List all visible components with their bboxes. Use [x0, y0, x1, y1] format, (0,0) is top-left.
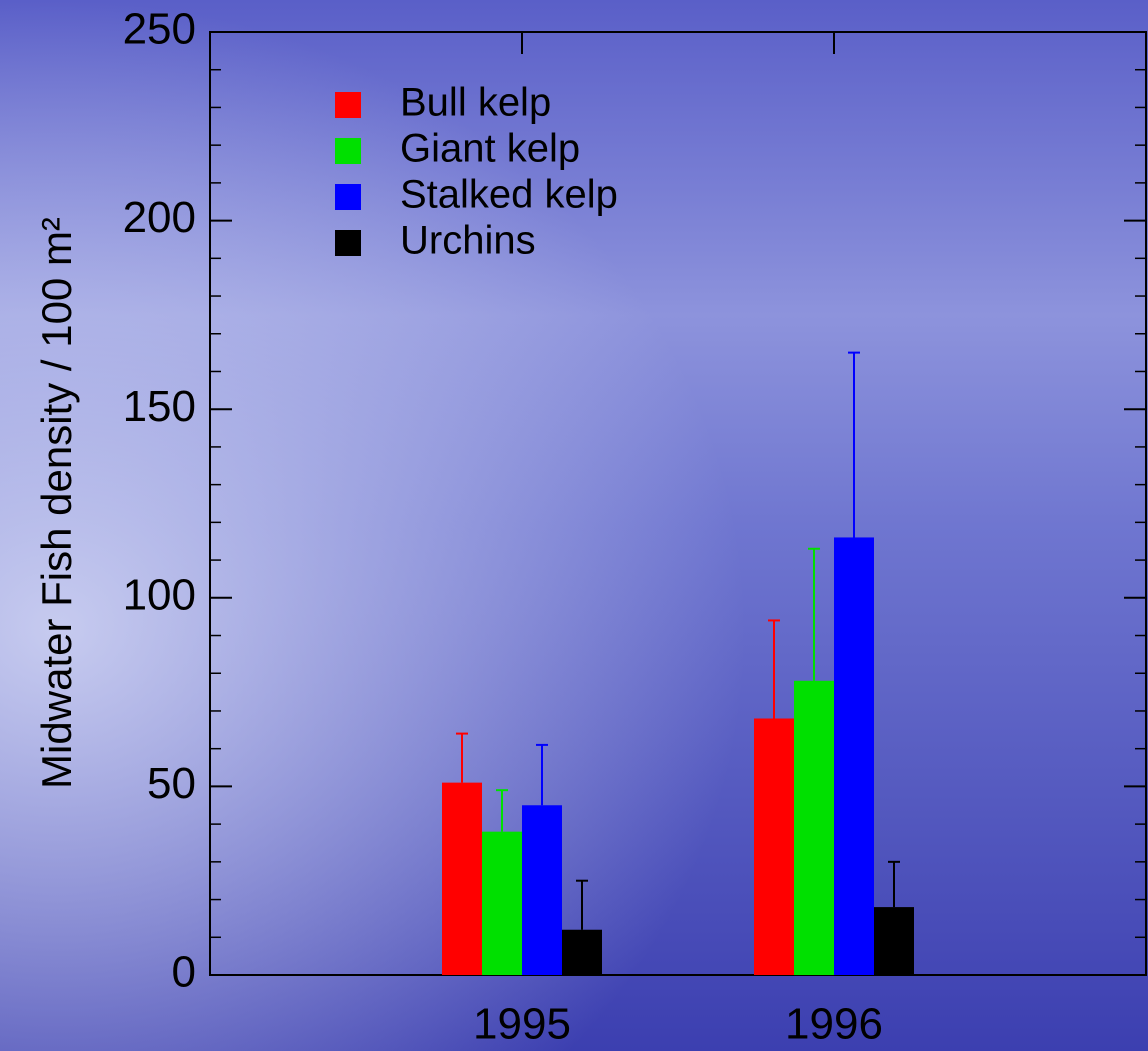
legend-label: Giant kelp: [400, 127, 580, 171]
bar: [834, 537, 874, 975]
bar: [522, 805, 562, 975]
bar: [874, 907, 914, 975]
y-tick-label: 250: [123, 5, 196, 54]
y-axis-label: Midwater Fish density / 100 m²: [33, 217, 80, 789]
bar: [562, 930, 602, 975]
y-tick-label: 150: [123, 382, 196, 431]
bar: [482, 832, 522, 975]
bar: [442, 783, 482, 975]
legend-swatch: [335, 92, 361, 118]
chart: Midwater Fish density / 100 m² 0 50 100 150…: [0, 0, 1148, 1051]
y-tick-label: 200: [123, 193, 196, 242]
legend-label: Stalked kelp: [400, 173, 618, 217]
y-tick-label: 100: [123, 570, 196, 619]
legend-label: Urchins: [400, 219, 536, 263]
page: {"chart_data": {"type": "bar", "y_label"…: [0, 0, 1148, 1051]
bar: [754, 719, 794, 975]
x-tick-label: 1996: [785, 1000, 883, 1049]
x-tick-label: 1995: [473, 1000, 571, 1049]
legend-label: Bull kelp: [400, 81, 551, 125]
y-tick-label: 50: [147, 759, 196, 808]
bar: [794, 681, 834, 975]
legend-swatch: [335, 184, 361, 210]
y-tick-label: 0: [172, 948, 196, 997]
legend-swatch: [335, 230, 361, 256]
legend-swatch: [335, 138, 361, 164]
